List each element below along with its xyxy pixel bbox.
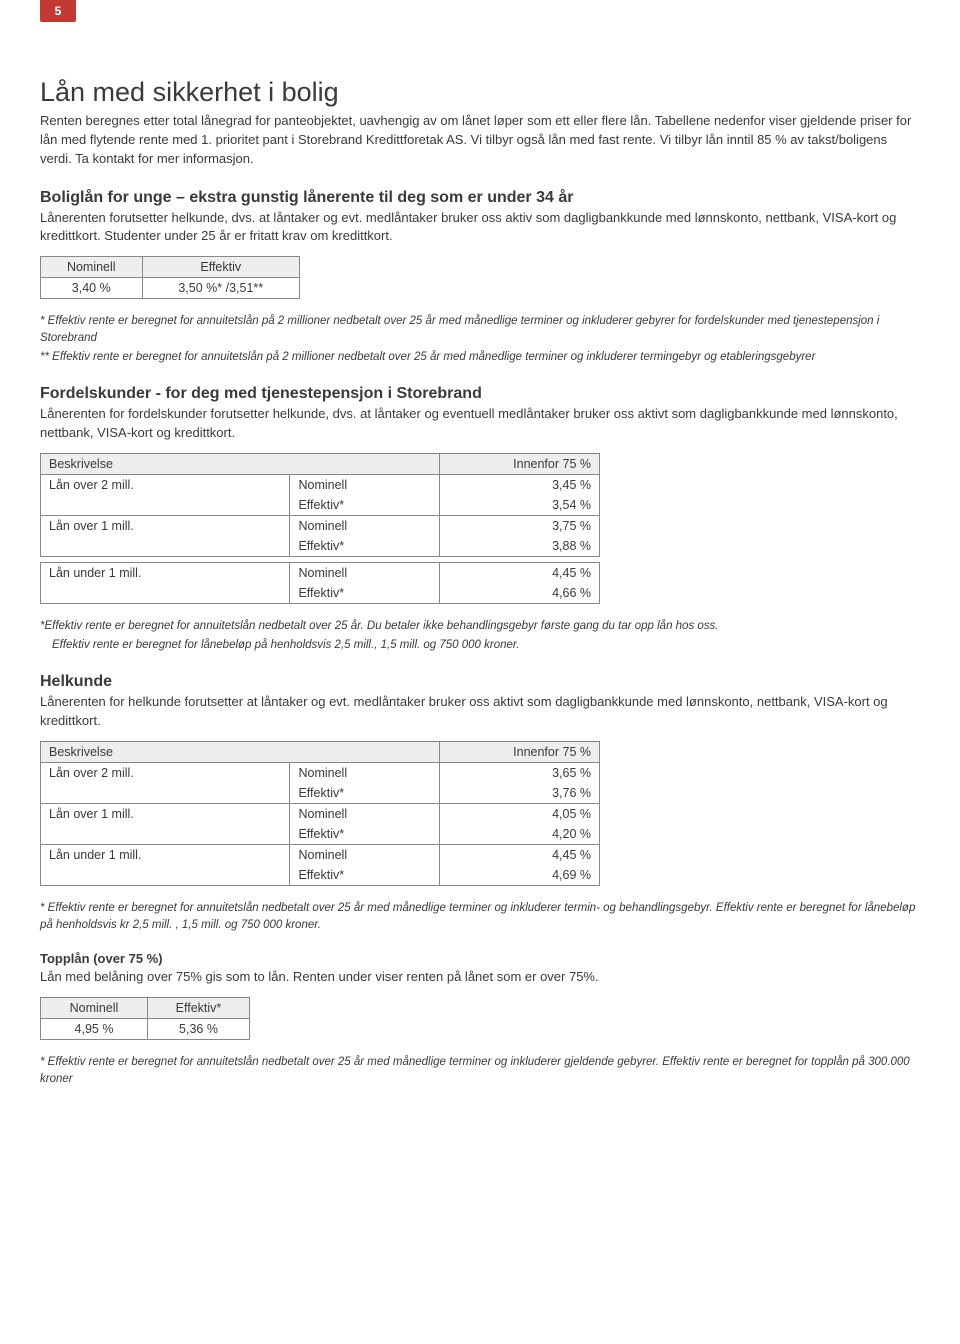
fordel-eff-0: 3,54 % — [440, 495, 600, 516]
topp-th-nominell: Nominell — [41, 998, 148, 1019]
section-fordel-body: Lånerenten for fordelskunder forutsetter… — [40, 405, 920, 443]
section-topp-body: Lån med belåning over 75% gis som to lån… — [40, 968, 920, 987]
fordel-nom-1: 3,75 % — [440, 515, 600, 536]
topp-td-nominell: 4,95 % — [41, 1019, 148, 1040]
fordel-footnote-1: *Effektiv rente er beregnet for annuitet… — [40, 618, 920, 635]
helkunde-desc-0: Lån over 2 mill. — [41, 762, 290, 783]
fordel-efflbl-1: Effektiv* — [290, 536, 440, 557]
cell-empty — [41, 583, 290, 604]
fordel-desc-1: Lån over 1 mill. — [41, 515, 290, 536]
fordel-th-beskrivelse: Beskrivelse — [41, 453, 440, 474]
table-row: Effektiv* 4,66 % — [41, 583, 600, 604]
table-row: Lån over 1 mill. Nominell 4,05 % — [41, 803, 600, 824]
table-row: Lån over 1 mill. Nominell 3,75 % — [41, 515, 600, 536]
helkunde-th-innenfor: Innenfor 75 % — [440, 741, 600, 762]
unge-td-nominell: 3,40 % — [41, 278, 143, 299]
helkunde-footnote: * Effektiv rente er beregnet for annuite… — [40, 900, 920, 933]
fordel-eff-2: 4,66 % — [440, 583, 600, 604]
helkunde-eff-1: 4,20 % — [440, 824, 600, 845]
table-row: Effektiv* 3,76 % — [41, 783, 600, 804]
unge-th-nominell: Nominell — [41, 257, 143, 278]
unge-footnote-2: ** Effektiv rente er beregnet for annuit… — [40, 349, 920, 366]
cell-empty — [41, 495, 290, 516]
table-row: Lån over 2 mill. Nominell 3,45 % — [41, 474, 600, 495]
fordel-nomlbl-0: Nominell — [290, 474, 440, 495]
document-page: 5 Lån med sikkerhet i bolig Renten bereg… — [0, 0, 960, 1129]
helkunde-nom-2: 4,45 % — [440, 844, 600, 865]
helkunde-eff-2: 4,69 % — [440, 865, 600, 886]
table-row: Effektiv* 3,88 % — [41, 536, 600, 557]
cell-empty — [41, 865, 290, 886]
topp-td-effektiv: 5,36 % — [147, 1019, 249, 1040]
helkunde-nomlbl-0: Nominell — [290, 762, 440, 783]
section-topp-heading: Topplån (over 75 %) — [40, 951, 920, 966]
fordel-desc-2: Lån under 1 mill. — [41, 562, 290, 583]
fordel-nomlbl-1: Nominell — [290, 515, 440, 536]
section-fordel-heading: Fordelskunder - for deg med tjenestepens… — [40, 385, 920, 403]
section-helkunde-body: Lånerenten for helkunde forutsetter at l… — [40, 693, 920, 731]
topp-table: Nominell Effektiv* 4,95 % 5,36 % — [40, 997, 250, 1040]
unge-table: Nominell Effektiv 3,40 % 3,50 %* /3,51** — [40, 256, 300, 299]
helkunde-eff-0: 3,76 % — [440, 783, 600, 804]
intro-paragraph: Renten beregnes etter total lånegrad for… — [40, 112, 920, 169]
fordel-eff-1: 3,88 % — [440, 536, 600, 557]
helkunde-efflbl-1: Effektiv* — [290, 824, 440, 845]
helkunde-desc-1: Lån over 1 mill. — [41, 803, 290, 824]
fordel-nom-2: 4,45 % — [440, 562, 600, 583]
fordel-table: Beskrivelse Innenfor 75 % Lån over 2 mil… — [40, 453, 600, 604]
helkunde-nom-1: 4,05 % — [440, 803, 600, 824]
unge-td-effektiv: 3,50 %* /3,51** — [142, 278, 299, 299]
table-row: Effektiv* 3,54 % — [41, 495, 600, 516]
fordel-th-innenfor: Innenfor 75 % — [440, 453, 600, 474]
helkunde-th-beskrivelse: Beskrivelse — [41, 741, 440, 762]
topp-th-effektiv: Effektiv* — [147, 998, 249, 1019]
table-row: Effektiv* 4,69 % — [41, 865, 600, 886]
table-row: Lån under 1 mill. Nominell 4,45 % — [41, 844, 600, 865]
helkunde-efflbl-0: Effektiv* — [290, 783, 440, 804]
helkunde-nomlbl-1: Nominell — [290, 803, 440, 824]
helkunde-desc-2: Lån under 1 mill. — [41, 844, 290, 865]
unge-footnote-1: * Effektiv rente er beregnet for annuite… — [40, 313, 920, 346]
section-helkunde-heading: Helkunde — [40, 673, 920, 691]
page-title: Lån med sikkerhet i bolig — [40, 77, 920, 108]
helkunde-table: Beskrivelse Innenfor 75 % Lån over 2 mil… — [40, 741, 600, 886]
helkunde-efflbl-2: Effektiv* — [290, 865, 440, 886]
fordel-footnote-2: Effektiv rente er beregnet for lånebeløp… — [40, 637, 920, 654]
fordel-desc-0: Lån over 2 mill. — [41, 474, 290, 495]
page-number: 5 — [55, 4, 62, 18]
table-row: Lån over 2 mill. Nominell 3,65 % — [41, 762, 600, 783]
cell-empty — [41, 824, 290, 845]
fordel-efflbl-0: Effektiv* — [290, 495, 440, 516]
fordel-nom-0: 3,45 % — [440, 474, 600, 495]
section-unge-body: Lånerenten forutsetter helkunde, dvs. at… — [40, 209, 920, 247]
topp-footnote: * Effektiv rente er beregnet for annuite… — [40, 1054, 920, 1087]
cell-empty — [41, 536, 290, 557]
cell-empty — [41, 783, 290, 804]
fordel-nomlbl-2: Nominell — [290, 562, 440, 583]
helkunde-nom-0: 3,65 % — [440, 762, 600, 783]
table-row: Effektiv* 4,20 % — [41, 824, 600, 845]
page-number-tab: 5 — [40, 0, 76, 22]
unge-th-effektiv: Effektiv — [142, 257, 299, 278]
helkunde-nomlbl-2: Nominell — [290, 844, 440, 865]
table-row: Lån under 1 mill. Nominell 4,45 % — [41, 562, 600, 583]
section-unge-heading: Boliglån for unge – ekstra gunstig låner… — [40, 189, 920, 207]
fordel-efflbl-2: Effektiv* — [290, 583, 440, 604]
